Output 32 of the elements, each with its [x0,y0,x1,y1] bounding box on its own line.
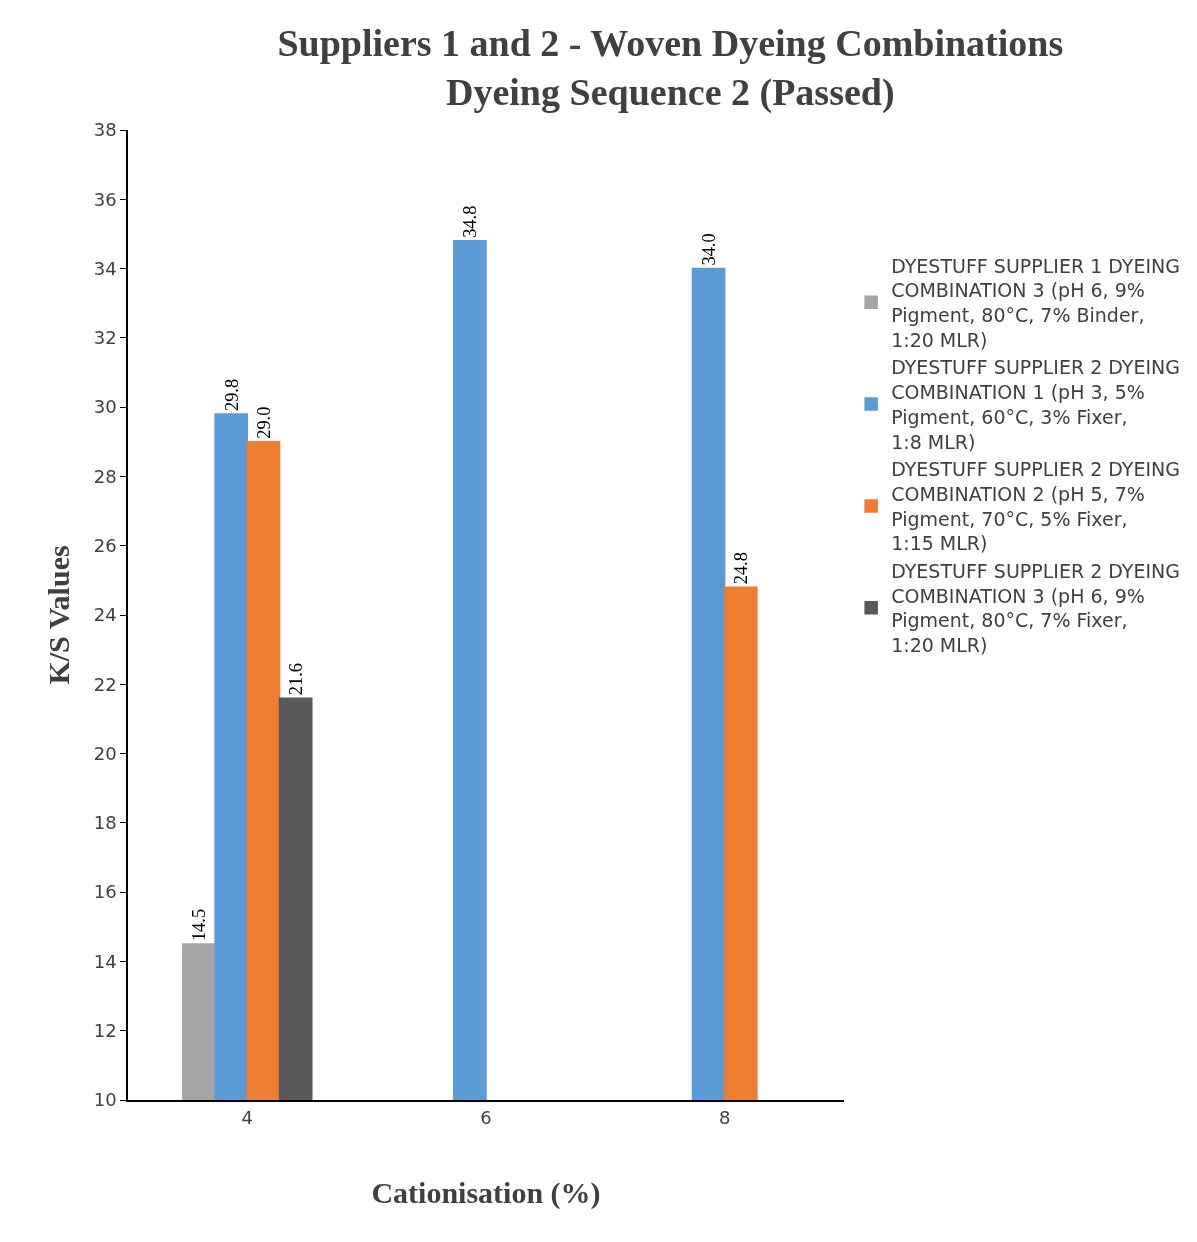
data-label: 34.0 [699,233,719,266]
y-tick-label: 26 [93,535,117,557]
x-axis-title: Cationisation (%) [371,1175,601,1210]
y-tick-label: 16 [93,881,117,903]
data-label: 24.8 [731,552,752,585]
y-tick-label: 28 [93,465,117,487]
y-axis-title: K/S Values [42,545,76,685]
y-tick-label: 10 [93,1089,117,1111]
x-tick-label: 6 [480,1106,492,1128]
legend-label: DYESTUFF SUPPLIER 2 DYEING COMBINATION 3 (pH 6, 9% Pigment, 80°C, 7% Fixer, 1:20 MLR) [891,560,1181,657]
legend-label: DYESTUFF SUPPLIER 2 DYEING COMBINATION 1 (pH 3, 5% Pigment, 60°C, 3% Fixer, 1:8 MLR) [891,356,1181,453]
data-label: 34.8 [460,205,481,238]
data-label: 29.8 [221,378,242,412]
x-tick-label: 8 [718,1106,731,1128]
y-tick-label: 34 [93,257,117,279]
chart-title: Suppliers 1 and 2 - Woven Dyeing Combinations Dyeing Sequence 2 (Passed) [277,21,1064,115]
y-tick-label: 14 [93,950,117,972]
data-label: 21.6 [286,662,307,696]
y-tick-label: 36 [93,188,117,210]
legend-label: DYESTUFF SUPPLIER 2 DYEING COMBINATION 2 (pH 5, 7% Pigment, 70°C, 5% Fixer, 1:15 MLR) [891,458,1181,555]
y-tick-label: 32 [93,327,117,349]
y-tick-label: 20 [93,742,117,764]
x-tick-label: 4 [241,1106,254,1128]
y-tick-label: 24 [93,604,117,626]
y-tick-label: 30 [93,396,117,418]
y-tick-label: 12 [93,1020,117,1042]
y-tick-label: 18 [93,812,117,834]
data-label: 14.5 [189,908,210,942]
y-tick-label: 22 [93,673,117,695]
y-tick-label: 38 [93,119,117,141]
data-label: 29.0 [253,406,274,439]
legend-label: DYESTUFF SUPPLIER 1 DYEING COMBINATION 3 (pH 6, 9% Pigment, 80°C, 7% Binder, 1:20 MLR) [891,254,1181,351]
